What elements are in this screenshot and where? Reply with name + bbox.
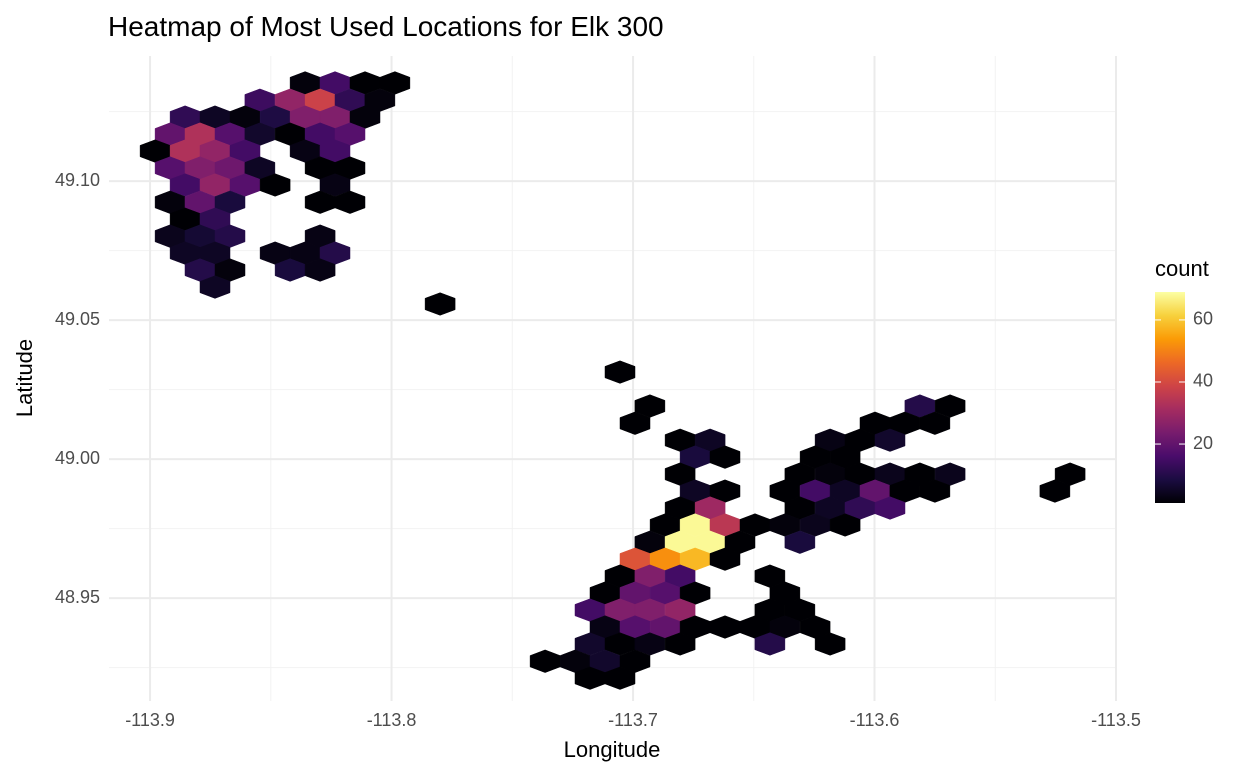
colorbar-label: 20 — [1193, 433, 1213, 453]
hex-bin — [829, 513, 861, 537]
hex-bin — [424, 292, 456, 316]
hex-bin — [664, 632, 696, 656]
x-axis-title: Longitude — [564, 737, 661, 762]
chart-title: Heatmap of Most Used Locations for Elk 3… — [108, 11, 664, 42]
x-tick-label: -113.6 — [850, 710, 900, 730]
hex-bin — [259, 173, 291, 197]
hex-bin — [754, 632, 786, 656]
hex-bin — [304, 258, 336, 282]
hex-bin — [604, 666, 636, 690]
hex-bin — [334, 190, 366, 214]
x-tick-label: -113.7 — [608, 710, 658, 730]
hex-bin — [784, 530, 816, 554]
hexes — [139, 71, 1086, 690]
axes: -113.9 -113.8 -113.7 -113.6 -113.5 48.95 49.00… — [55, 170, 1141, 730]
hex-bin — [529, 649, 561, 673]
x-tick-label: -113.5 — [1091, 710, 1141, 730]
x-tick-label: -113.9 — [125, 710, 175, 730]
hex-bin — [919, 411, 951, 435]
colorbar-label: 60 — [1193, 309, 1213, 329]
hex-bin — [814, 632, 846, 656]
hex-bin — [919, 479, 951, 503]
hex-bin — [874, 496, 906, 520]
legend: 20 40 60 — [1155, 292, 1213, 503]
colorbar — [1155, 292, 1185, 503]
x-tick-label: -113.8 — [367, 710, 417, 730]
hex-bin — [619, 411, 651, 435]
hex-bin — [709, 547, 741, 571]
legend-title: count — [1155, 256, 1209, 281]
colorbar-label: 40 — [1193, 371, 1213, 391]
grid — [109, 56, 1117, 701]
y-tick-label: 48.95 — [55, 587, 100, 607]
hex-bin — [1039, 479, 1071, 503]
y-axis-title: Latitude — [12, 339, 37, 417]
y-tick-label: 49.10 — [55, 170, 100, 190]
hex-bin — [709, 445, 741, 469]
hex-bin — [874, 428, 906, 452]
y-tick-label: 49.00 — [55, 448, 100, 468]
hex-bin — [199, 275, 231, 299]
hex-bin — [934, 394, 966, 418]
y-tick-label: 49.05 — [55, 309, 100, 329]
hex-bin — [604, 360, 636, 384]
hex-bin — [709, 615, 741, 639]
